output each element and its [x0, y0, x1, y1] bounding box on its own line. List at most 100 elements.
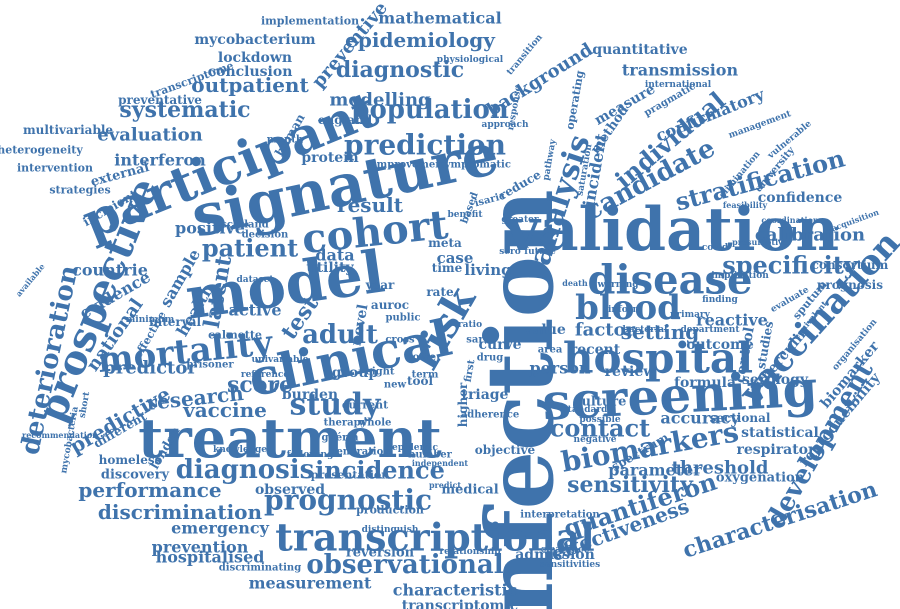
cloud-word-incidence: incidence: [315, 456, 445, 485]
cloud-word-case: case: [437, 249, 474, 267]
cloud-word-conclusion: conclusion: [208, 64, 293, 80]
cloud-word-disease: disease: [587, 257, 752, 304]
cloud-word-recent: recent: [570, 342, 621, 358]
cloud-word-negative: negative: [574, 435, 617, 445]
cloud-word-heterogeneity: heterogeneity: [0, 144, 83, 157]
cloud-word-quantitative: quantitative: [592, 42, 687, 58]
cloud-word-discrimination: discrimination: [98, 500, 263, 524]
cloud-word-diagnostic: diagnostic: [336, 57, 464, 83]
cloud-word-formula: formula: [674, 375, 736, 391]
cloud-word-admission: admission: [515, 547, 595, 563]
cloud-word-feasibility: feasibility: [723, 200, 768, 210]
cloud-word-positive: positive: [175, 219, 245, 238]
cloud-word-score: score: [227, 372, 293, 398]
cloud-word-validation: validation: [503, 195, 839, 265]
cloud-word-lockdown: lockdown: [218, 50, 292, 66]
cloud-word-blood: blood: [575, 288, 681, 328]
cloud-word-therapy: therapy: [324, 418, 368, 429]
cloud-word-strategies: strategies: [49, 184, 110, 197]
cloud-word-epidemiology: epidemiology: [345, 28, 496, 52]
cloud-word-transcriptomic: transcriptomic: [402, 598, 518, 609]
cloud-word-medical: medical: [441, 483, 498, 498]
cloud-word-relationship: relationship: [439, 547, 500, 557]
cloud-word-meta: meta: [428, 236, 462, 250]
cloud-word-novel: novel: [348, 303, 371, 347]
cloud-word-predictor: predictor: [103, 358, 197, 379]
cloud-word-year: year: [365, 278, 395, 292]
cloud-word-screening: screening: [541, 358, 819, 431]
cloud-word-sero: sero: [499, 247, 521, 257]
cloud-word-primary: primary: [670, 310, 711, 320]
cloud-word-epidemic: epidemic: [392, 443, 438, 453]
cloud-word-calmette: calmette: [208, 329, 262, 342]
cloud-word-mycobacterium: mycobacterium: [194, 32, 315, 48]
cloud-word-contact: contact: [550, 414, 650, 443]
cloud-word-discovery: discovery: [101, 468, 170, 483]
cloud-word-time: time: [432, 261, 463, 275]
cloud-word-parameter: parameter: [608, 461, 702, 480]
cloud-word-bacterial: bacterial: [623, 325, 668, 335]
cloud-word-possible: possible: [579, 415, 621, 425]
cloud-word-sar: sar: [466, 335, 484, 346]
cloud-word-prognostic: prognostic: [264, 484, 432, 517]
cloud-word-public: public: [386, 313, 421, 324]
cloud-word-transcriptional: transcriptional: [275, 515, 594, 560]
cloud-word-utility: utility: [306, 260, 354, 276]
cloud-word-serology: serology: [742, 372, 809, 388]
cloud-word-number: number: [408, 450, 452, 461]
cloud-word-current: current: [342, 399, 389, 412]
cloud-word-warning: warning: [596, 280, 639, 290]
cloud-word-modelling: modelling: [329, 90, 431, 111]
cloud-word-england: england: [318, 113, 373, 127]
cloud-word-distinguish: distinguish: [362, 525, 419, 535]
cloud-word-emergency: emergency: [171, 519, 269, 538]
cloud-word-production: production: [356, 504, 424, 517]
cloud-word-outcome: outcome: [686, 337, 754, 353]
cloud-word-discriminating: discriminating: [219, 563, 301, 574]
cloud-word-higher: higher: [456, 382, 470, 427]
cloud-word-independent: independent: [412, 458, 469, 468]
cloud-word-presentation: presentation: [311, 469, 389, 482]
cloud-word-new: new: [384, 380, 407, 391]
cloud-word-rate: rate: [426, 285, 454, 299]
cloud-word-statistical: statistical: [741, 425, 819, 441]
cloud-word-performance: performance: [78, 478, 221, 502]
cloud-word-protein: protein: [301, 150, 358, 166]
cloud-word-international: international: [645, 80, 712, 90]
cloud-word-study: study: [290, 388, 383, 423]
cloud-word-minimum: minimum: [126, 315, 175, 325]
cloud-word-systematic: systematic: [119, 97, 250, 123]
cloud-word-adherence: adherence: [461, 410, 519, 421]
cloud-word-knowledge: knowledge: [213, 445, 267, 455]
cloud-word-triage: triage: [462, 387, 509, 403]
cloud-word-mathematical: mathematical: [378, 9, 501, 28]
cloud-word-observed: observed: [255, 482, 325, 498]
cloud-word-implication: implication: [711, 271, 769, 281]
cloud-word-infection: infection: [466, 189, 574, 609]
cloud-word-prognosis: prognosis: [817, 278, 883, 292]
cloud-word-tool: tool: [407, 374, 434, 388]
cloud-word-objective: objective: [475, 443, 536, 457]
cloud-word-calibration: calibration: [755, 225, 865, 246]
cloud-word-review: review: [605, 364, 657, 380]
cloud-word-value: value: [523, 322, 566, 338]
cloud-word-interval: interval: [149, 315, 202, 329]
cloud-word-greater: greater: [501, 215, 538, 225]
cloud-word-drug: drug: [477, 353, 504, 364]
cloud-word-recommendation: recommendation: [22, 430, 98, 440]
cloud-word-scotland: scotland: [221, 220, 269, 231]
cloud-word-active: active: [228, 301, 281, 320]
cloud-word-setting: setting: [621, 320, 700, 344]
cloud-word-eight: eight: [365, 367, 394, 378]
cloud-word-respiratory: respiratory: [736, 442, 824, 458]
cloud-word-interpretation: interpretation: [520, 510, 600, 521]
cloud-word-lower: lower: [408, 351, 442, 364]
cloud-word-gu-rin: guérin: [322, 433, 360, 444]
cloud-word-intervention: intervention: [17, 162, 93, 175]
cloud-word-finding: finding: [702, 295, 738, 305]
cloud-word-available: available: [13, 261, 46, 298]
cloud-word-approach: approach: [481, 120, 528, 130]
cloud-word-dataset: dataset: [236, 275, 274, 285]
